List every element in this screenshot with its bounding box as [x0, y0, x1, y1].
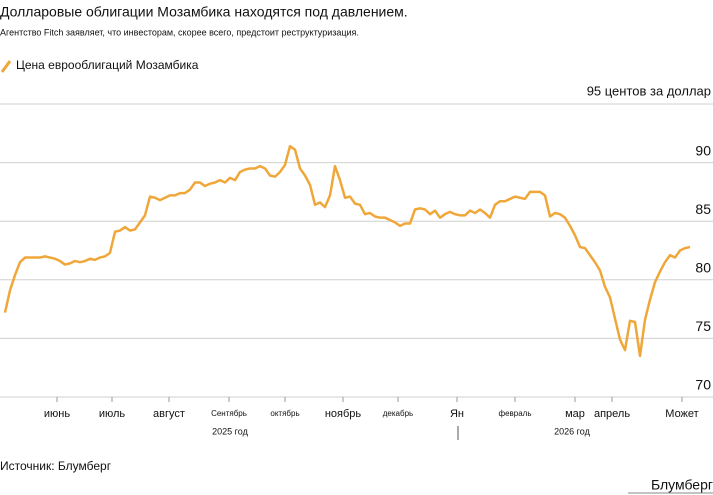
x-tick-label: апрель — [594, 408, 630, 420]
chart-subtitle: Агентство Fitch заявляет, что инвесторам… — [0, 27, 359, 37]
x-tick-label: июнь — [44, 408, 70, 420]
chart-title: Долларовые облигации Мозамбика находятся… — [0, 4, 408, 20]
legend-label: Цена еврооблигаций Мозамбика — [16, 58, 199, 72]
x-tick-label: ноябрь — [325, 408, 362, 420]
y-tick-label: 75 — [695, 318, 711, 334]
price-line — [3, 144, 691, 358]
y-tick-label: 95 центов за доллар — [587, 83, 711, 98]
year-label: 2026 год — [554, 426, 590, 436]
y-tick-label: 80 — [695, 260, 711, 276]
brand: Блумберг — [651, 477, 713, 493]
x-tick-label: октябрь — [270, 409, 299, 418]
x-tick-label: мар — [565, 408, 585, 420]
x-tick-label: Может — [665, 408, 698, 420]
y-tick-label: 90 — [695, 142, 711, 158]
x-tick-label: Сентябрь — [211, 409, 247, 418]
x-tick-label: июль — [99, 408, 126, 420]
source: Источник: Блумберг — [0, 459, 112, 473]
x-tick-label: февраль — [498, 409, 531, 418]
x-tick-label: декабрь — [383, 409, 413, 418]
year-label: 2025 год — [212, 426, 248, 436]
y-tick-label: 85 — [695, 201, 711, 217]
legend-swatch — [0, 60, 12, 73]
x-tick-label: Ян — [450, 408, 464, 420]
x-tick-label: август — [153, 408, 185, 420]
y-tick-label: 70 — [695, 377, 711, 393]
